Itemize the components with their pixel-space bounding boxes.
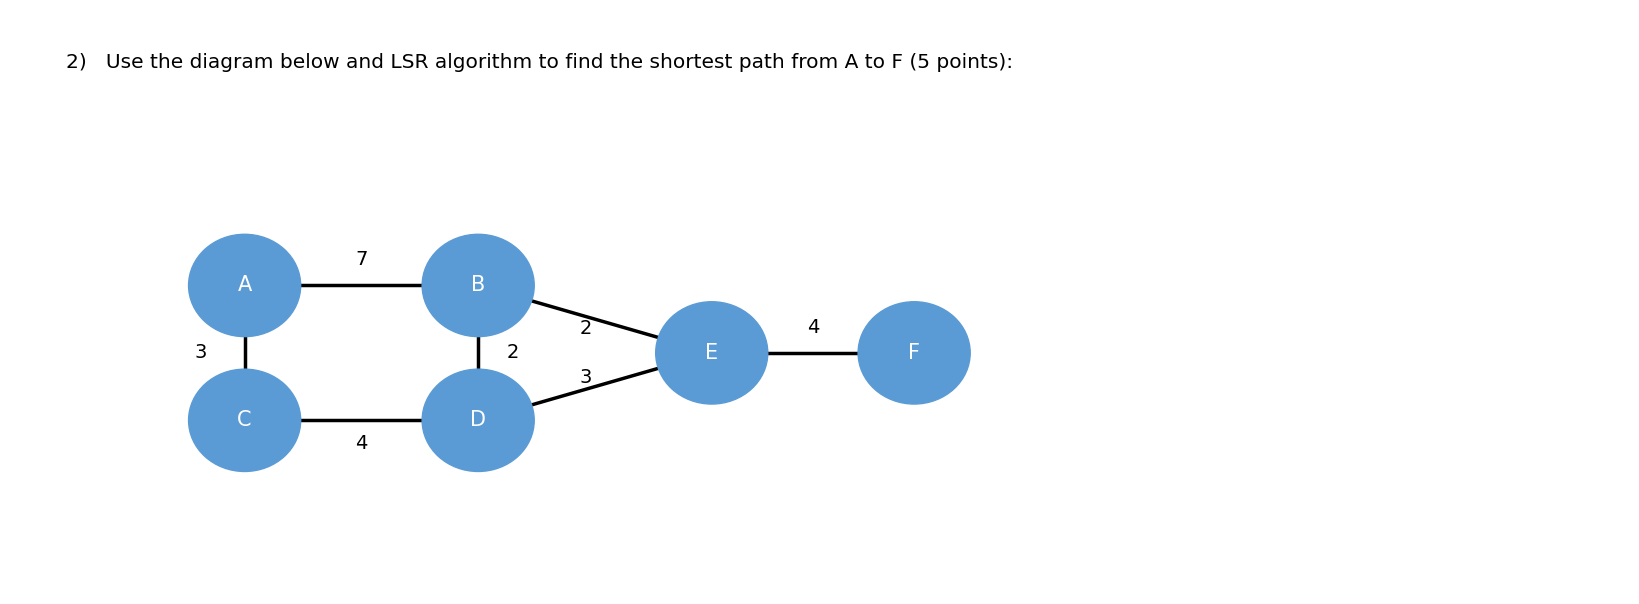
Text: 4: 4 (356, 434, 367, 453)
Text: F: F (908, 343, 919, 363)
Text: C: C (238, 410, 252, 430)
Ellipse shape (656, 302, 767, 404)
Ellipse shape (423, 234, 534, 336)
Text: 3: 3 (580, 367, 592, 387)
Text: 2: 2 (580, 320, 592, 338)
Text: D: D (470, 410, 487, 430)
Text: B: B (470, 275, 485, 295)
Text: 2: 2 (506, 344, 518, 362)
Ellipse shape (859, 302, 970, 404)
Text: A: A (238, 275, 252, 295)
Text: 4: 4 (806, 318, 820, 337)
Text: 2)   Use the diagram below and LSR algorithm to find the shortest path from A to: 2) Use the diagram below and LSR algorit… (66, 53, 1013, 72)
Ellipse shape (423, 369, 534, 472)
Ellipse shape (188, 369, 300, 472)
Text: 3: 3 (195, 344, 207, 362)
Ellipse shape (188, 234, 300, 336)
Text: E: E (705, 343, 718, 363)
Text: 7: 7 (356, 251, 367, 269)
